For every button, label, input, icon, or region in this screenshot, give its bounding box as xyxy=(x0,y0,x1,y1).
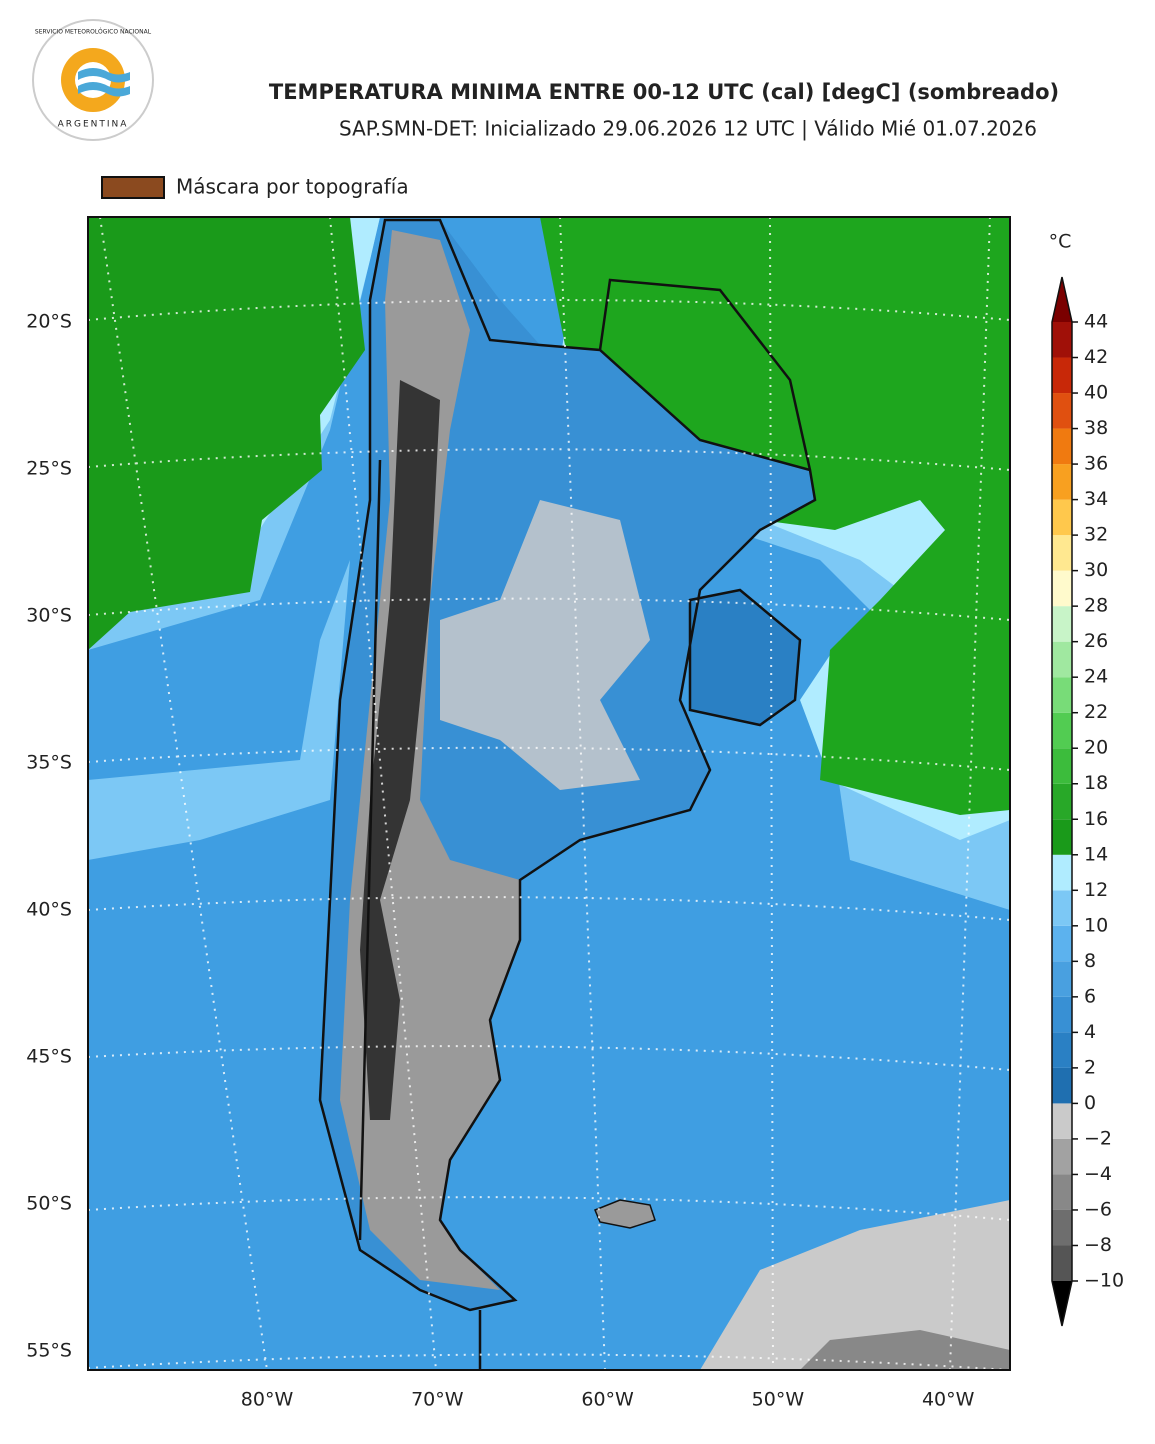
lon-label: 70°W xyxy=(411,1389,464,1411)
logo-top-text: SERVICIO METEOROLÓGICO NACIONAL xyxy=(35,29,152,36)
colorbar-bin xyxy=(1052,499,1072,536)
colorbar-bin xyxy=(1052,1174,1072,1210)
colorbar-tick-label: 0 xyxy=(1084,1092,1096,1114)
colorbar-tick-label: 22 xyxy=(1084,701,1108,723)
lon-label: 80°W xyxy=(241,1389,294,1411)
lat-label: 45°S xyxy=(26,1046,72,1068)
colorbar-bin xyxy=(1052,322,1072,358)
colorbar-tick-label: −8 xyxy=(1084,1234,1112,1256)
dynamic: 20°S 25°S 30°S 35°S 40°S 45°S 50°S 55°S 80°W 70°W… xyxy=(26,276,1124,1411)
colorbar-bin xyxy=(1052,783,1072,820)
colorbar-tick-label: −4 xyxy=(1084,1163,1112,1185)
colorbar-bin xyxy=(1052,996,1072,1033)
colorbar-bin xyxy=(1052,677,1072,713)
logo-bottom-text: ARGENTINA xyxy=(58,120,129,130)
colorbar-tick-label: 42 xyxy=(1084,346,1108,368)
colorbar-tick-label: 34 xyxy=(1084,488,1108,510)
islands xyxy=(594,1199,656,1229)
colorbar-bin xyxy=(1052,357,1072,394)
logo: SERVICIO METEOROLÓGICO NACIONAL ARGENTIN… xyxy=(32,19,154,141)
colorbar-tick-label: 20 xyxy=(1084,737,1108,759)
colorbar-bin xyxy=(1052,1067,1072,1104)
colorbar-tick-label: 28 xyxy=(1084,595,1108,617)
high-andes xyxy=(360,380,440,1120)
colorbar-tick-label: 38 xyxy=(1084,417,1108,439)
cold-plateau xyxy=(440,500,650,790)
map-frame xyxy=(87,216,1011,1371)
colorbar-bin xyxy=(1052,890,1072,926)
colorbar-bin xyxy=(1052,925,1072,962)
lat-label: 55°S xyxy=(26,1340,72,1362)
cold-ocean xyxy=(700,1200,1010,1370)
logo-waves xyxy=(78,68,130,97)
colorbar-bin xyxy=(1052,1032,1072,1068)
colorbar-tick-label: −6 xyxy=(1084,1198,1112,1220)
colorbar-under xyxy=(1052,1281,1072,1326)
colorbar-bin xyxy=(1052,570,1072,607)
colorbar-tick-label: 32 xyxy=(1084,524,1108,546)
colorbar-bin xyxy=(1052,961,1072,997)
colorbar-tick-label: 12 xyxy=(1084,879,1108,901)
colorbar-tick-label: −2 xyxy=(1084,1127,1112,1149)
colorbar-tick-label: 40 xyxy=(1084,382,1108,404)
colorbar-tick-label: 4 xyxy=(1084,1021,1096,1043)
mask-legend-label: Máscara por topografía xyxy=(176,175,409,199)
colorbar-bin xyxy=(1052,1209,1072,1246)
colorbar-bin xyxy=(1052,748,1072,784)
lon-label: 60°W xyxy=(581,1389,634,1411)
colorbar-bin xyxy=(1052,535,1072,571)
colorbar-tick-label: 26 xyxy=(1084,630,1108,652)
lat-label: 35°S xyxy=(26,752,72,774)
lat-label: 40°S xyxy=(26,899,72,921)
lon-label: 40°W xyxy=(922,1389,975,1411)
colder-ocean xyxy=(800,1330,1010,1370)
colorbar-tick-label: 24 xyxy=(1084,666,1108,688)
subtitle: SAP.SMN-DET: Inicializado 29.06.2026 12 … xyxy=(339,117,1037,141)
colorbar-tick-label: 44 xyxy=(1084,311,1108,333)
colorbar-bin xyxy=(1052,712,1072,749)
colorbar-tick-label: 18 xyxy=(1084,772,1108,794)
colorbar-tick-label: 30 xyxy=(1084,559,1108,581)
colorbar-tick-label: 36 xyxy=(1084,453,1108,475)
colorbar-bin xyxy=(1052,464,1072,500)
colorbar-bin xyxy=(1052,641,1072,678)
colorbar-bin xyxy=(1052,854,1072,891)
colorbar-tick-label: −10 xyxy=(1084,1270,1124,1292)
colorbar-tick-label: 2 xyxy=(1084,1056,1096,1078)
colorbar-tick-label: 14 xyxy=(1084,843,1108,865)
mask-legend-swatch xyxy=(101,176,165,199)
colorbar-tick-label: 10 xyxy=(1084,914,1108,936)
lat-label: 20°S xyxy=(26,311,72,333)
colorbar-bin xyxy=(1052,1138,1072,1175)
colorbar-bin xyxy=(1052,1245,1072,1281)
lat-label: 30°S xyxy=(26,605,72,627)
colorbar-bin xyxy=(1052,393,1072,429)
graticule xyxy=(88,217,1010,1370)
colorbar-tick-label: 16 xyxy=(1084,808,1108,830)
colorbar-bin xyxy=(1052,428,1072,465)
colorbar-bin xyxy=(1052,819,1072,855)
borders xyxy=(318,218,817,1370)
colorbar-bin xyxy=(1052,606,1072,642)
colorbar-over xyxy=(1052,277,1072,322)
colorbar-bin xyxy=(1052,1103,1072,1139)
colorbar-unit: °C xyxy=(1049,231,1072,253)
colorbar-tick-label: 6 xyxy=(1084,985,1096,1007)
lat-label: 50°S xyxy=(26,1193,72,1215)
title: TEMPERATURA MINIMA ENTRE 00-12 UTC (cal)… xyxy=(269,80,1059,104)
uruguay xyxy=(690,590,800,725)
map xyxy=(87,216,1011,1371)
colorbar-tick-label: 8 xyxy=(1084,950,1096,972)
land-green-west xyxy=(88,217,365,650)
lon-label: 50°W xyxy=(752,1389,805,1411)
lat-label: 25°S xyxy=(26,458,72,480)
